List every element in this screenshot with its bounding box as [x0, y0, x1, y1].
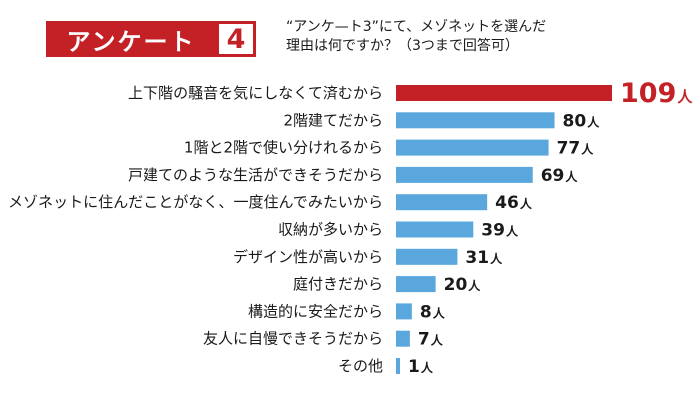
value-label: 80人: [563, 111, 601, 131]
value-label: 39人: [481, 221, 519, 241]
question-text: “アンケ—ト3”にて、メゾネットを選んだ 理由は何ですか？（3つまで回答可）: [286, 18, 546, 56]
value-unit: 人: [490, 251, 503, 266]
value-number: 39: [481, 221, 505, 241]
survey-number: 4: [216, 21, 256, 57]
bar: [396, 166, 533, 183]
category-label: 友人に自慢できそうだから: [203, 330, 383, 348]
category-label: 2階建てだから: [283, 111, 383, 129]
bar: [396, 303, 412, 320]
value-unit: 人: [421, 360, 434, 375]
value-number: 77: [557, 139, 581, 159]
survey-label: アンケート: [46, 21, 216, 57]
value-unit: 人: [431, 333, 444, 348]
category-label: 1階と2階で使い分けれるから: [184, 139, 383, 157]
bar: [396, 112, 555, 129]
category-label: 構造的に安全だから: [248, 302, 383, 320]
value-label: 77人: [557, 139, 595, 159]
value-number: 8: [420, 302, 432, 322]
value-label: 20人: [444, 275, 482, 295]
category-label: その他: [338, 357, 383, 375]
value-number: 80: [563, 111, 587, 131]
value-unit: 人: [468, 278, 481, 293]
value-number: 20: [444, 275, 468, 295]
bar: [396, 85, 612, 101]
value-unit: 人: [587, 114, 600, 129]
bar: [396, 194, 488, 211]
question-line-2: 理由は何ですか？（3つまで回答可）: [286, 38, 519, 54]
category-label: デザイン性が高いから: [233, 248, 383, 266]
value-unit: 人: [520, 196, 533, 211]
value-number: 46: [495, 193, 519, 213]
bar: [396, 221, 474, 238]
value-label: 7人: [418, 330, 444, 350]
value-unit: 人: [433, 305, 446, 320]
category-label: メゾネットに住んだことがなく、一度住んでみたいから: [8, 193, 383, 211]
bar: [396, 248, 458, 265]
bar: [396, 358, 400, 374]
category-label: 戸建てのような生活ができそうだから: [128, 166, 383, 184]
value-label: 46人: [495, 193, 533, 213]
survey-header: アンケート 4: [46, 21, 256, 57]
value-number: 1: [408, 357, 420, 377]
value-label: 1人: [408, 357, 434, 377]
category-label: 庭付きだから: [293, 275, 383, 293]
value-label: 31人: [465, 248, 503, 268]
value-unit: 人: [677, 88, 693, 106]
bar: [396, 276, 436, 293]
value-unit: 人: [581, 142, 594, 157]
value-label: 109人: [620, 78, 693, 109]
value-label: 69人: [541, 166, 579, 186]
value-unit: 人: [565, 169, 578, 184]
value-label: 8人: [420, 302, 446, 322]
value-number: 31: [465, 248, 489, 268]
bar: [396, 139, 549, 156]
value-number: 109: [620, 78, 676, 109]
value-number: 69: [541, 166, 565, 186]
bar: [396, 330, 410, 347]
question-line-1: “アンケ—ト3”にて、メゾネットを選んだ: [286, 19, 547, 35]
category-label: 上下階の騒音を気にしなくて済むから: [128, 84, 383, 102]
value-number: 7: [418, 330, 430, 350]
category-label: 収納が多いから: [278, 221, 383, 239]
value-unit: 人: [506, 224, 519, 239]
